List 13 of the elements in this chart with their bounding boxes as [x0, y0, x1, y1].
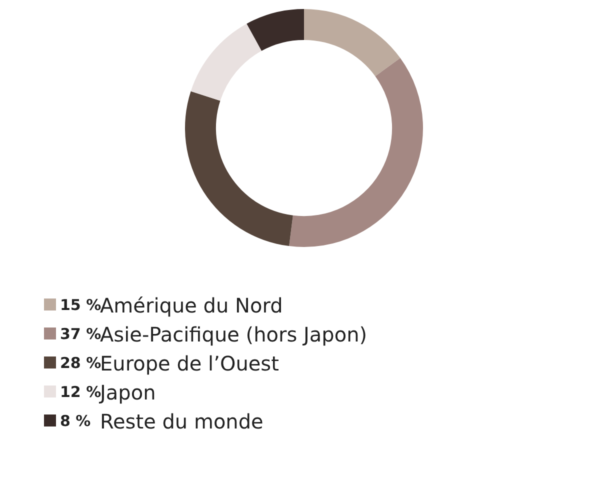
donut-slice — [185, 91, 293, 246]
data-label: 28 % — [60, 354, 102, 372]
donut-slice — [246, 9, 304, 51]
legend-label: Amérique du Nord — [100, 293, 283, 318]
data-label: 8 % — [60, 412, 91, 430]
donut-slice — [304, 9, 400, 76]
legend-label: Europe de l’Ouest — [100, 351, 280, 376]
donut-slice — [289, 58, 423, 247]
legend-label: Reste du monde — [100, 409, 264, 434]
legend-label: Asie-Pacifique (hors Japon) — [100, 322, 368, 346]
data-label: 37 % — [60, 325, 102, 343]
data-label: 15 % — [60, 296, 102, 314]
donut-slice — [190, 24, 262, 101]
